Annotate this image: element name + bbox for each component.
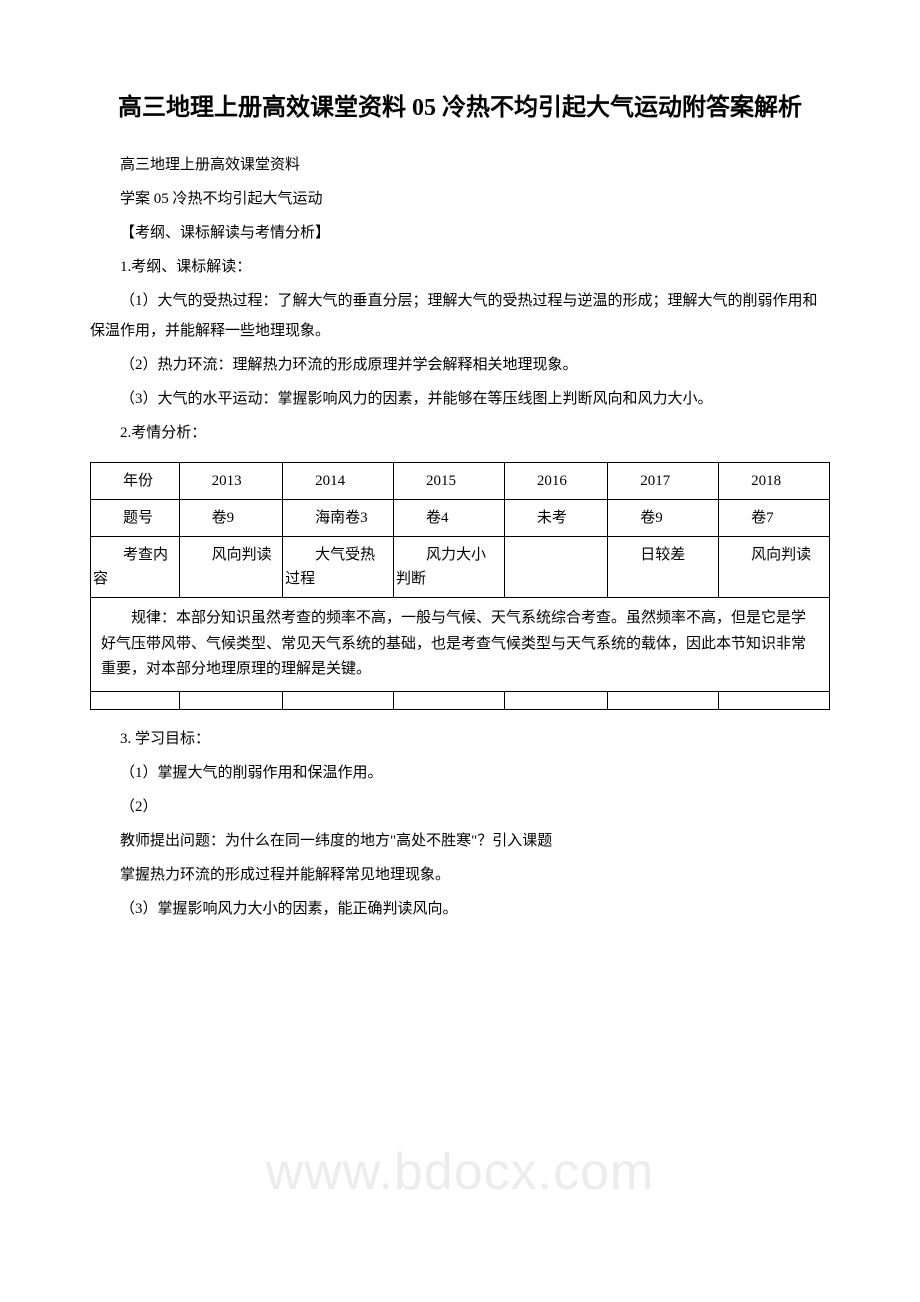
table-cell: 2018 — [719, 463, 830, 500]
table-cell: 2015 — [393, 463, 504, 500]
exam-analysis-table: 年份 2013 2014 2015 2016 2017 2018 题号 卷9 海… — [90, 462, 830, 710]
table-header-cell: 考查内容 — [91, 537, 180, 598]
paragraph: （3）掌握影响风力大小的因素，能正确判读风向。 — [90, 894, 830, 924]
table-cell: 2013 — [179, 463, 282, 500]
paragraph: 学案 05 冷热不均引起大气运动 — [90, 184, 830, 214]
paragraph: 高三地理上册高效课堂资料 — [90, 150, 830, 180]
table-cell: 大气受热过程 — [283, 537, 394, 598]
table-cell: 卷9 — [608, 500, 719, 537]
table-cell: 卷7 — [719, 500, 830, 537]
section-heading: 【考纲、课标解读与考情分析】 — [90, 218, 830, 248]
table-cell — [719, 691, 830, 709]
paragraph: （2） — [90, 792, 830, 822]
table-row: 考查内容 风向判读 大气受热过程 风力大小判断 日较差 风向判读 — [91, 537, 830, 598]
paragraph: 教师提出问题：为什么在同一纬度的地方"高处不胜寒"？引入课题 — [90, 826, 830, 856]
table-cell — [608, 691, 719, 709]
table-cell: 未考 — [504, 500, 607, 537]
table-cell — [91, 691, 180, 709]
page-title: 高三地理上册高效课堂资料 05 冷热不均引起大气运动附答案解析 — [90, 90, 830, 126]
paragraph: （1）掌握大气的削弱作用和保温作用。 — [90, 758, 830, 788]
table-cell — [283, 691, 394, 709]
table-cell: 风向判读 — [719, 537, 830, 598]
table-cell: 2017 — [608, 463, 719, 500]
table-cell: 卷9 — [179, 500, 282, 537]
table-cell — [179, 691, 282, 709]
paragraph: 2.考情分析： — [90, 418, 830, 448]
table-header-cell: 题号 — [91, 500, 180, 537]
paragraph: 3. 学习目标： — [90, 724, 830, 754]
table-cell: 2014 — [283, 463, 394, 500]
table-cell — [504, 691, 607, 709]
watermark-text: www.bdocx.com — [266, 1142, 655, 1202]
table-cell: 2016 — [504, 463, 607, 500]
table-row: 年份 2013 2014 2015 2016 2017 2018 — [91, 463, 830, 500]
table-cell: 日较差 — [608, 537, 719, 598]
table-cell: 卷4 — [393, 500, 504, 537]
table-row: 规律：本部分知识虽然考查的频率不高，一般与气候、天气系统综合考查。虽然频率不高，… — [91, 598, 830, 692]
table-cell: 风力大小判断 — [393, 537, 504, 598]
table-cell — [504, 537, 607, 598]
table-cell: 海南卷3 — [283, 500, 394, 537]
paragraph: （2）热力环流：理解热力环流的形成原理并学会解释相关地理现象。 — [90, 350, 830, 380]
table-cell: 风向判读 — [179, 537, 282, 598]
paragraph: 掌握热力环流的形成过程并能解释常见地理现象。 — [90, 860, 830, 890]
table-header-cell: 年份 — [91, 463, 180, 500]
paragraph: （3）大气的水平运动：掌握影响风力的因素，并能够在等压线图上判断风向和风力大小。 — [90, 384, 830, 414]
table-cell — [393, 691, 504, 709]
paragraph: （1）大气的受热过程：了解大气的垂直分层；理解大气的受热过程与逆温的形成；理解大… — [90, 286, 830, 346]
table-summary-cell: 规律：本部分知识虽然考查的频率不高，一般与气候、天气系统综合考查。虽然频率不高，… — [91, 598, 830, 692]
paragraph: 1.考纲、课标解读： — [90, 252, 830, 282]
table-row — [91, 691, 830, 709]
table-row: 题号 卷9 海南卷3 卷4 未考 卷9 卷7 — [91, 500, 830, 537]
